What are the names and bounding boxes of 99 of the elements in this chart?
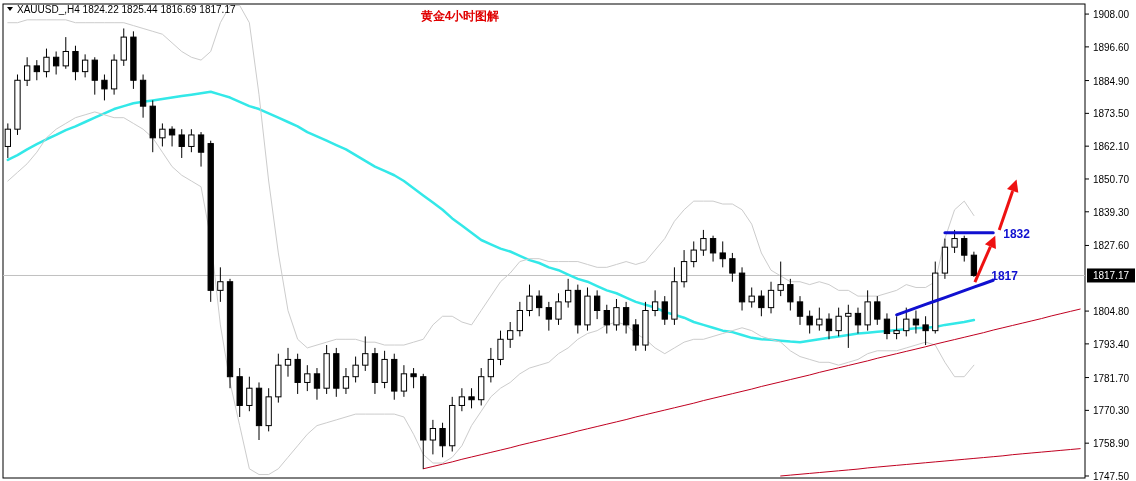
candlestick <box>903 307 910 337</box>
line-series <box>422 308 1081 470</box>
candlestick <box>43 48 50 78</box>
candlestick <box>632 318 639 352</box>
candlestick <box>845 304 852 349</box>
candlestick <box>342 367 350 395</box>
candlestick <box>893 315 900 340</box>
candlestick <box>690 240 697 268</box>
y-tick-label: 1827.60 <box>1092 240 1130 252</box>
text: 黄金4小时图解 <box>419 9 500 23</box>
line-series <box>6 90 976 344</box>
y-tick-label: 1839.30 <box>1092 206 1130 218</box>
candlestick <box>101 74 108 101</box>
candlestick <box>400 364 408 398</box>
candlestick <box>622 301 630 335</box>
chart-subtitle: XAUUSD_,H4 1824.22 1825.44 1816.69 1817.17 <box>17 4 236 15</box>
y-tick-label: 1747.50 <box>1092 470 1130 481</box>
annotation: 1832 <box>1003 226 1031 241</box>
y-tick-label: 1873.50 <box>1092 108 1130 120</box>
candlestick <box>748 286 755 309</box>
y-tick-label: 1850.70 <box>1092 173 1130 185</box>
candlestick <box>516 301 524 337</box>
line-series <box>780 448 1081 477</box>
candlestick <box>246 376 253 412</box>
y-tick-label: 1884.90 <box>1092 75 1130 87</box>
candlestick <box>24 56 31 87</box>
candlestick <box>429 419 437 455</box>
candlestick <box>120 27 127 67</box>
candlestick <box>217 266 224 303</box>
candlestick <box>593 289 601 320</box>
candlestick <box>362 335 369 372</box>
candlestick <box>284 347 292 378</box>
candlestick <box>410 367 417 389</box>
y-tick-label: 1908.00 <box>1092 9 1130 21</box>
candlestick <box>970 251 978 278</box>
candlestick <box>507 321 514 349</box>
candlestick <box>159 122 166 147</box>
candlestick <box>468 387 475 409</box>
candlestick <box>680 249 688 288</box>
candlestick <box>91 56 98 96</box>
y-tick-label: 1770.30 <box>1092 405 1130 417</box>
candlestick <box>796 295 804 326</box>
candlestick <box>661 295 668 326</box>
candlestick <box>951 229 958 254</box>
candlestick <box>806 310 813 335</box>
y-tick-label: 1804.80 <box>1092 306 1130 318</box>
line-series <box>895 278 995 317</box>
candlestick <box>188 128 195 153</box>
candlestick <box>381 350 388 389</box>
candlestick <box>536 289 543 317</box>
candlestick <box>777 261 784 297</box>
y-tick-label: 1781.70 <box>1092 372 1130 384</box>
candlestick <box>526 284 533 317</box>
candlestick <box>961 235 968 263</box>
candlestick <box>874 295 881 326</box>
candlestick <box>864 289 871 332</box>
candlestick <box>709 235 717 263</box>
candlestick <box>922 315 929 346</box>
candlestick <box>81 53 89 78</box>
annotation: 1817 <box>991 269 1019 284</box>
candlestick <box>178 128 185 159</box>
candlestick <box>787 278 794 311</box>
candlestick <box>816 307 823 332</box>
candlestick <box>458 387 466 412</box>
candlestick <box>478 367 485 406</box>
candlestick <box>352 356 359 383</box>
candlestick <box>719 240 726 268</box>
ref-line-label: 1817.17 <box>1092 270 1130 282</box>
candlestick <box>168 125 176 147</box>
candlestick <box>62 36 69 70</box>
candlestick <box>854 307 862 335</box>
candlestick <box>545 301 552 332</box>
candlestick <box>497 330 504 366</box>
candlestick <box>439 422 446 458</box>
candlestick <box>565 278 572 309</box>
candlestick <box>729 252 736 283</box>
y-tick-label: 1896.60 <box>1092 41 1130 53</box>
candlestick <box>825 312 833 340</box>
y-tick-label: 1793.40 <box>1092 338 1130 350</box>
candlestick <box>313 367 321 401</box>
candlestick <box>304 364 311 392</box>
candlestick <box>758 289 765 317</box>
y-tick-label: 1862.10 <box>1092 141 1130 153</box>
candlestick <box>603 304 610 335</box>
candlestick <box>33 59 40 81</box>
candlestick <box>555 292 562 326</box>
candlestick <box>912 310 920 335</box>
candlestick <box>883 312 891 340</box>
candlestick <box>835 307 842 337</box>
candlestick <box>487 347 495 383</box>
candlestick <box>197 131 205 168</box>
candlestick <box>700 229 707 257</box>
candlestick <box>52 50 60 76</box>
candlestick <box>72 45 79 81</box>
candlestick <box>294 353 301 395</box>
candlestick <box>767 281 775 314</box>
candlestick <box>651 289 659 317</box>
candlestick <box>613 298 620 332</box>
y-tick-label: 1758.90 <box>1092 438 1130 450</box>
